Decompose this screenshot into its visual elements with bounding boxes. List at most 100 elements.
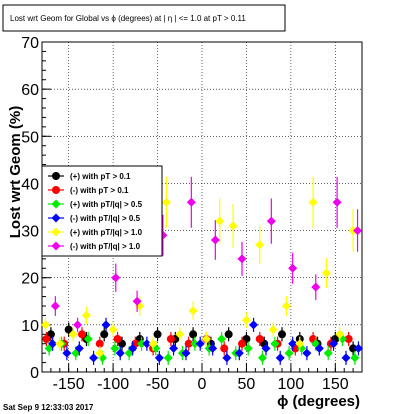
data-point (228, 221, 238, 231)
data-point (323, 348, 333, 358)
data-point (95, 348, 105, 358)
y-axis-label: Lost wrt Geom (%) (7, 106, 24, 239)
legend-marker (51, 199, 61, 209)
legend-label: (-) with pT/|q| > 0.5 (70, 214, 141, 223)
data-point (184, 339, 193, 348)
data-point (132, 296, 142, 306)
x-tick-label: -100 (97, 376, 129, 393)
data-point (62, 348, 72, 358)
legend-marker (51, 241, 61, 251)
data-point (111, 273, 121, 283)
data-point (249, 320, 259, 330)
data-point (314, 343, 324, 353)
data-point (266, 216, 276, 226)
data-point (224, 330, 233, 339)
legend-label: (-) with pT/|q| > 1.0 (70, 242, 141, 251)
data-point (64, 325, 73, 334)
data-point (190, 339, 200, 349)
data-point (208, 343, 218, 353)
x-tick-label: 50 (238, 376, 256, 393)
data-point (270, 339, 280, 349)
data-point (95, 339, 104, 348)
data-point (222, 353, 232, 363)
data-point (288, 263, 298, 273)
data-point (255, 335, 264, 343)
data-point (281, 301, 291, 311)
data-point (332, 197, 342, 207)
data-point (353, 343, 363, 353)
y-tick-label: 10 (21, 318, 39, 335)
data-point (295, 339, 305, 349)
data-point (188, 306, 198, 316)
data-point (108, 325, 118, 335)
data-point (115, 348, 125, 358)
data-point (234, 348, 244, 358)
data-point (268, 325, 278, 335)
data-point (48, 339, 58, 349)
data-point (148, 339, 158, 349)
data-point (142, 339, 152, 349)
y-tick-label: 20 (21, 271, 39, 288)
data-point (353, 226, 363, 236)
y-tick-label: 70 (21, 35, 39, 52)
data-point (161, 197, 171, 207)
data-point (181, 348, 191, 358)
data-point (110, 343, 120, 353)
data-point (50, 301, 60, 311)
data-point (101, 320, 111, 330)
data-point (261, 343, 271, 353)
data-point (284, 348, 294, 358)
legend-label: (+) with pT > 0.1 (70, 172, 131, 181)
x-tick-label: 0 (198, 376, 207, 393)
data-point (154, 353, 164, 363)
title-box (2, 4, 286, 32)
data-point (241, 315, 251, 325)
data-point (169, 343, 179, 353)
legend-marker (51, 227, 61, 237)
data-point (217, 334, 227, 344)
data-point (278, 330, 286, 339)
data-point (311, 282, 321, 292)
data-point (255, 240, 265, 250)
data-point (41, 320, 51, 330)
data-point (201, 334, 211, 344)
data-point (42, 335, 51, 343)
y-tick-label: 0 (30, 365, 39, 382)
data-point (81, 310, 91, 320)
data-point (220, 344, 229, 353)
data-point (344, 335, 353, 343)
data-point (238, 339, 246, 348)
x-tick-label: 100 (278, 376, 305, 393)
data-point (215, 216, 225, 226)
x-axis-label: ϕ (degrees) (277, 393, 360, 410)
x-tick-label: -50 (146, 376, 169, 393)
data-point (329, 339, 339, 349)
data-point (275, 353, 285, 363)
data-point (341, 353, 351, 363)
legend-label: (-) with pT > 0.1 (70, 186, 129, 195)
data-point (128, 343, 138, 353)
data-point (189, 330, 198, 339)
data-point (55, 339, 65, 349)
data-point (308, 197, 318, 207)
legend-marker (51, 213, 61, 223)
data-point (100, 330, 109, 339)
data-point (73, 320, 83, 330)
data-point (237, 254, 247, 264)
data-point (243, 343, 253, 353)
y-tick-label: 50 (21, 129, 39, 146)
legend-marker (52, 186, 60, 194)
data-point (288, 339, 298, 349)
data-point (349, 344, 358, 353)
y-tick-label: 40 (21, 176, 39, 193)
data-point (195, 339, 205, 349)
data-point (89, 353, 99, 363)
y-tick-label: 60 (21, 82, 39, 99)
data-point (78, 330, 86, 339)
y-tick-label: 30 (21, 224, 39, 241)
data-point (166, 335, 175, 343)
data-point (321, 268, 331, 278)
timestamp: Sat Sep 9 12:33:03 2017 (3, 403, 94, 412)
legend-label: (+) with pT/|q| > 1.0 (70, 228, 143, 237)
